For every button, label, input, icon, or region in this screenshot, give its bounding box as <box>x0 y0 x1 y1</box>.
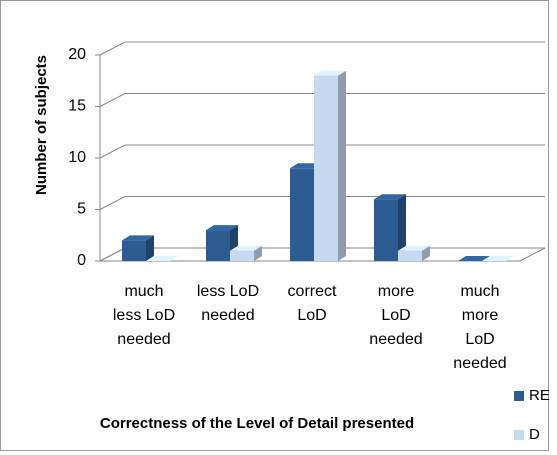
y-axis-label: Number of subjects <box>33 55 50 195</box>
bar-top <box>482 256 514 261</box>
bar-top <box>314 70 346 76</box>
bar-top <box>146 256 178 261</box>
bar-side <box>254 245 262 261</box>
bar-top <box>230 245 262 251</box>
y-tick-label: 10 <box>68 149 86 166</box>
bar-top <box>458 256 490 261</box>
bar <box>290 168 314 261</box>
grid-line <box>99 93 545 107</box>
x-tick-label: much more LoD needed <box>453 283 507 372</box>
grid-line <box>99 41 545 56</box>
y-tick-label: 5 <box>77 201 86 218</box>
x-axis-label: Correctness of the Level of Detail prese… <box>100 415 414 432</box>
bar <box>206 230 230 261</box>
frame <box>0 0 549 451</box>
grid-line <box>99 144 545 159</box>
bar <box>374 199 398 261</box>
x-tick-label: less LoD needed <box>196 283 260 324</box>
bar-top <box>122 235 154 241</box>
legend-label: RE <box>529 387 550 404</box>
bar <box>398 250 422 261</box>
bar-side <box>422 245 430 261</box>
legend-label: D <box>529 426 540 443</box>
bar <box>314 75 338 261</box>
bar-top <box>374 194 406 200</box>
bar-side <box>338 70 346 261</box>
y-tick-label: 20 <box>68 46 86 63</box>
y-tick-label: 0 <box>77 252 86 269</box>
y-tick-label: 15 <box>68 98 86 115</box>
legend-swatch <box>514 430 524 440</box>
legend-swatch <box>514 391 524 401</box>
x-tick-label: correct LoD <box>287 283 337 324</box>
bar-top <box>398 245 430 251</box>
bar-side <box>398 194 406 261</box>
bar <box>230 250 254 261</box>
bar-top <box>206 225 238 231</box>
x-tick-label: much less LoD needed <box>112 283 176 348</box>
x-tick-label: more LoD needed <box>369 283 423 348</box>
bar-side <box>146 235 154 261</box>
bar <box>122 240 146 261</box>
